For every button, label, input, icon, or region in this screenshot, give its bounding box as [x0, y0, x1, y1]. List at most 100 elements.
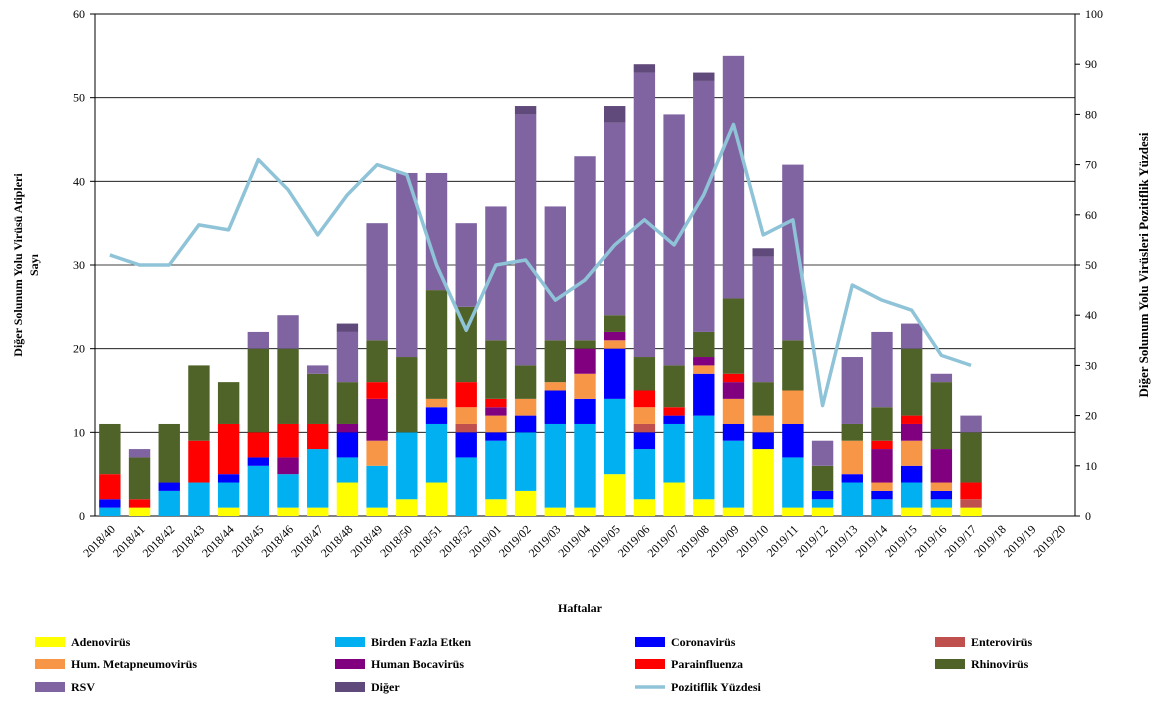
bar-segment: [277, 457, 299, 475]
bar-segment: [188, 440, 210, 483]
x-tick-label: 2019/09: [704, 522, 742, 560]
bar-segment: [544, 382, 566, 391]
bar-segment: [514, 114, 537, 366]
bar-segment: [841, 423, 863, 441]
bar-segment: [574, 423, 596, 508]
legend-swatch: [35, 659, 65, 669]
bar-segment: [128, 499, 151, 508]
legend-swatch: [335, 637, 365, 647]
bar-segment: [960, 482, 982, 500]
bar-segment: [663, 415, 685, 424]
bar-segment: [604, 122, 626, 316]
bar-segment: [782, 457, 804, 508]
bar-segment: [722, 298, 745, 374]
y-tick-label: 20: [73, 342, 85, 356]
bar-segment: [336, 331, 359, 383]
bar-segment: [752, 382, 774, 416]
legend-label: Pozitiflik Yüzdesi: [671, 680, 762, 694]
bar-segment: [722, 382, 745, 399]
x-tick-label: 2019/17: [941, 522, 979, 560]
x-tick-label: 2019/06: [615, 522, 653, 560]
x-tick-label: 2018/51: [407, 522, 445, 560]
bar-segment: [307, 449, 329, 508]
bar-segment: [693, 331, 715, 358]
bar-segment: [336, 382, 359, 424]
y-tick-label: 10: [73, 425, 85, 439]
bar-segment: [307, 373, 329, 424]
x-tick-label: 2019/04: [555, 522, 593, 560]
bar-segment: [336, 323, 359, 332]
bar-segment: [693, 357, 715, 366]
y-tick-label: 0: [79, 509, 85, 523]
bar-segment: [217, 474, 240, 483]
legend-label: Parainfluenza: [671, 657, 743, 671]
bar-segment: [604, 315, 626, 332]
x-tick-label: 2019/10: [734, 522, 772, 560]
legend-label: Coronavirüs: [671, 635, 736, 649]
y2-axis-title: Diğer Solunum Yolu Virüsleri Pozitiflik …: [1136, 132, 1151, 397]
bar-segment: [633, 390, 656, 408]
x-tick-label: 2019/08: [674, 522, 712, 560]
legend-swatch: [35, 637, 65, 647]
bar-segment: [752, 449, 774, 516]
bar-segment: [336, 432, 359, 458]
bar-segment: [366, 440, 388, 466]
x-tick-label: 2018/52: [437, 522, 475, 560]
bar-segment: [722, 55, 745, 299]
bar-segment: [841, 474, 863, 483]
bar-segment: [871, 331, 893, 408]
bar-segment: [930, 499, 953, 508]
bar-segment: [514, 398, 537, 416]
bar-segment: [544, 423, 566, 508]
bar-segment: [871, 499, 893, 516]
y2-tick-label: 20: [1085, 409, 1097, 423]
y-tick-label: 30: [73, 258, 85, 272]
bar-segment: [960, 507, 982, 516]
legend-swatch: [335, 659, 365, 669]
legend-swatch: [935, 659, 965, 669]
bar-segment: [900, 348, 923, 416]
bar-segment: [425, 482, 448, 516]
bar-segment: [633, 357, 656, 391]
bar-segment: [217, 507, 240, 516]
bar-segment: [336, 423, 359, 433]
x-tick-label: 2018/44: [199, 522, 237, 560]
bar-segment: [782, 390, 804, 424]
bar-segment: [485, 432, 507, 441]
legend-label: Enterovirüs: [971, 635, 1032, 649]
bar-segment: [930, 373, 953, 383]
bar-segment: [99, 507, 121, 516]
y2-tick-label: 70: [1085, 158, 1097, 172]
bar-segment: [574, 398, 596, 424]
bar-segment: [930, 449, 953, 483]
bar-segment: [871, 407, 893, 441]
bar-segment: [514, 106, 537, 115]
bar-segment: [277, 315, 299, 349]
legend-swatch: [935, 637, 965, 647]
bar-segment: [900, 415, 923, 424]
legend-swatch: [335, 682, 365, 692]
bar-segment: [871, 449, 893, 483]
bar-segment: [574, 340, 596, 349]
x-tick-label: 2018/47: [288, 522, 326, 560]
bar-segment: [574, 348, 596, 374]
x-tick-label: 2019/13: [823, 522, 861, 560]
bar-segment: [366, 398, 388, 441]
bar-segment: [188, 482, 210, 516]
bar-segment: [752, 415, 774, 433]
x-tick-label: 2019/12: [793, 522, 831, 560]
y-tick-label: 40: [73, 174, 85, 188]
bar-segment: [128, 449, 151, 458]
y-axis-title: Diğer Solunum Yolu Virüsü Atipleri: [11, 173, 25, 357]
x-tick-label: 2019/19: [1001, 522, 1039, 560]
y2-tick-label: 0: [1085, 509, 1091, 523]
bar-segment: [693, 72, 715, 81]
bar-segment: [247, 432, 270, 458]
bar-segment: [188, 365, 210, 441]
bar-segment: [277, 348, 299, 424]
y-tick-label: 50: [73, 91, 85, 105]
bar-segment: [366, 507, 388, 516]
x-tick-label: 2018/49: [348, 522, 386, 560]
bar-segment: [277, 507, 299, 516]
bar-segment: [455, 407, 477, 424]
